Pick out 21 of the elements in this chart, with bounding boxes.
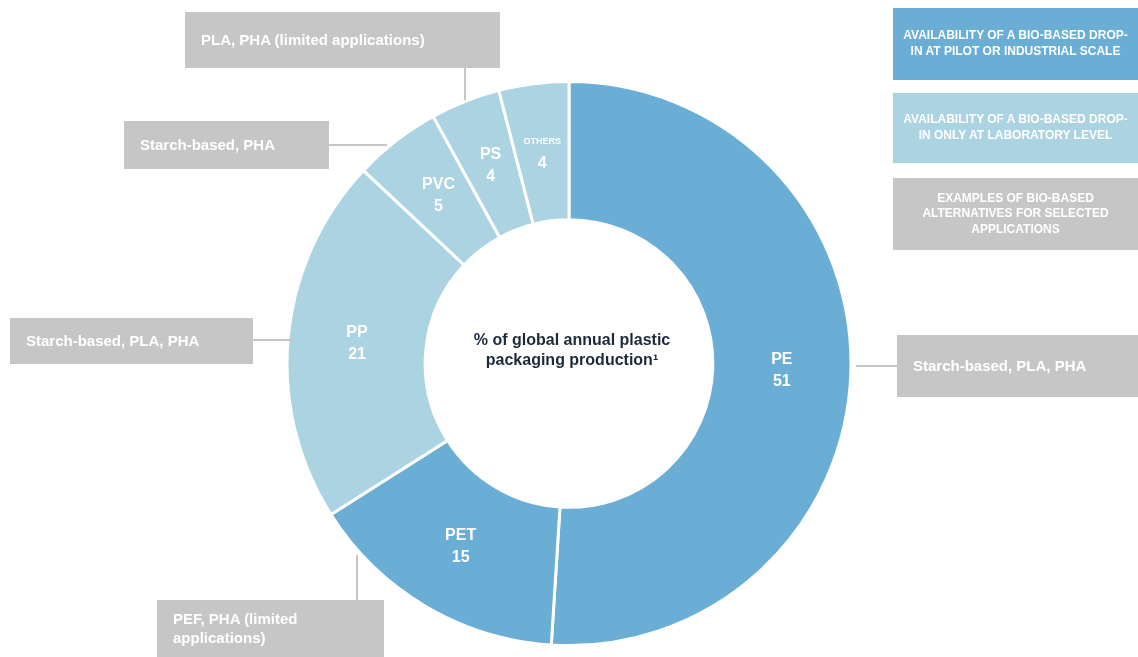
text: PLA, PHA (limited applications) (201, 30, 425, 48)
text: Starch-based, PHA (140, 135, 276, 153)
data-label: 5 (434, 196, 444, 214)
text: Starch-based, PLA, PHA (26, 331, 200, 349)
slice-label: PE (771, 349, 793, 367)
text: AVAILABILITY OF A BIO-BASED DROP-IN AT PILOT OR INDUSTRIAL SCALE (893, 8, 1138, 80)
text: Starch-based, PLA, PHA (913, 356, 1087, 374)
text: AVAILABILITY OF A BIO-BASED DROP-IN ONLY AT LABORATORY LEVEL (893, 93, 1138, 163)
slice-label: PVC (422, 174, 456, 192)
data-label: 51 (772, 371, 791, 389)
data-label: 21 (348, 344, 367, 362)
text: PEF, PHA (limited applications) (173, 609, 298, 646)
slice-label: PP (346, 322, 369, 340)
slice-label: PET (445, 526, 477, 544)
data-label: 4 (486, 166, 496, 184)
text: % of global annual plastic packaging production¹ (472, 330, 672, 370)
slice-label: PS (479, 144, 502, 162)
text: EXAMPLES OF BIO-BASED ALTERNATIVES FOR SELECTED APPLICATIONS (893, 178, 1138, 250)
slice-label: OTHERS (523, 135, 562, 146)
data-label: 4 (537, 153, 547, 171)
data-label: 15 (451, 548, 470, 566)
